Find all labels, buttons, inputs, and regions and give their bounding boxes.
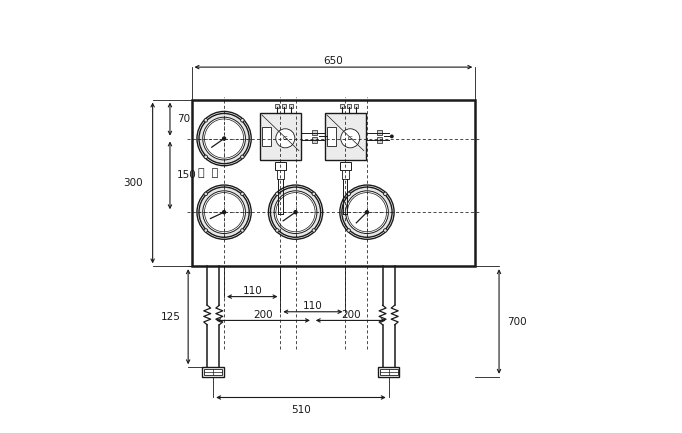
- Circle shape: [197, 185, 251, 239]
- Circle shape: [366, 211, 368, 213]
- Circle shape: [241, 155, 244, 158]
- Bar: [282, 104, 286, 108]
- Bar: [312, 137, 317, 143]
- Circle shape: [341, 129, 360, 148]
- Text: 200: 200: [341, 310, 361, 320]
- Text: 高  压: 高 压: [198, 168, 218, 178]
- Circle shape: [204, 119, 207, 122]
- Bar: [346, 104, 351, 108]
- Bar: [204, 369, 222, 375]
- Circle shape: [342, 187, 392, 237]
- Bar: [377, 130, 383, 136]
- Circle shape: [312, 192, 316, 196]
- Circle shape: [347, 192, 351, 196]
- Circle shape: [312, 229, 316, 232]
- Circle shape: [204, 155, 207, 158]
- Circle shape: [271, 187, 321, 237]
- Bar: [327, 127, 336, 146]
- Bar: [263, 127, 271, 146]
- Circle shape: [199, 113, 249, 164]
- Bar: [340, 162, 351, 170]
- Text: 650: 650: [323, 55, 343, 66]
- Bar: [342, 170, 349, 179]
- Bar: [275, 104, 279, 108]
- Text: G: G: [348, 136, 353, 141]
- Bar: [340, 104, 344, 108]
- Bar: [378, 367, 400, 377]
- Circle shape: [325, 135, 328, 138]
- Text: 200: 200: [253, 310, 273, 320]
- Text: 150: 150: [177, 170, 196, 181]
- Bar: [325, 113, 366, 160]
- Circle shape: [269, 185, 323, 239]
- Circle shape: [222, 211, 226, 213]
- Bar: [312, 130, 317, 136]
- Circle shape: [203, 191, 246, 233]
- Bar: [275, 162, 286, 170]
- Circle shape: [276, 129, 295, 148]
- Text: 125: 125: [160, 312, 180, 322]
- Bar: [192, 100, 475, 266]
- Text: G: G: [283, 136, 288, 141]
- Bar: [277, 170, 284, 179]
- Circle shape: [391, 135, 393, 138]
- Circle shape: [241, 229, 244, 232]
- Circle shape: [346, 191, 388, 233]
- Circle shape: [276, 192, 279, 196]
- Bar: [353, 104, 357, 108]
- Text: 510: 510: [291, 405, 311, 415]
- Circle shape: [276, 229, 279, 232]
- Circle shape: [383, 192, 387, 196]
- Text: 70: 70: [177, 114, 190, 124]
- Circle shape: [241, 192, 244, 196]
- Circle shape: [204, 192, 207, 196]
- Circle shape: [383, 229, 387, 232]
- Circle shape: [294, 211, 297, 213]
- Bar: [288, 104, 293, 108]
- Text: 300: 300: [123, 178, 143, 188]
- Text: 110: 110: [242, 286, 262, 296]
- Circle shape: [197, 111, 251, 166]
- Bar: [260, 113, 301, 160]
- Bar: [380, 369, 398, 375]
- Circle shape: [222, 137, 226, 140]
- Circle shape: [199, 187, 249, 237]
- Bar: [203, 367, 224, 377]
- Circle shape: [340, 185, 394, 239]
- Circle shape: [204, 229, 207, 232]
- Circle shape: [241, 119, 244, 122]
- Text: 110: 110: [303, 301, 323, 311]
- Bar: [377, 137, 383, 143]
- Circle shape: [347, 229, 351, 232]
- Text: 700: 700: [507, 317, 527, 326]
- Circle shape: [274, 191, 317, 233]
- Circle shape: [205, 119, 243, 158]
- Circle shape: [203, 117, 246, 160]
- Circle shape: [276, 193, 315, 232]
- Circle shape: [347, 193, 387, 232]
- Circle shape: [205, 193, 243, 232]
